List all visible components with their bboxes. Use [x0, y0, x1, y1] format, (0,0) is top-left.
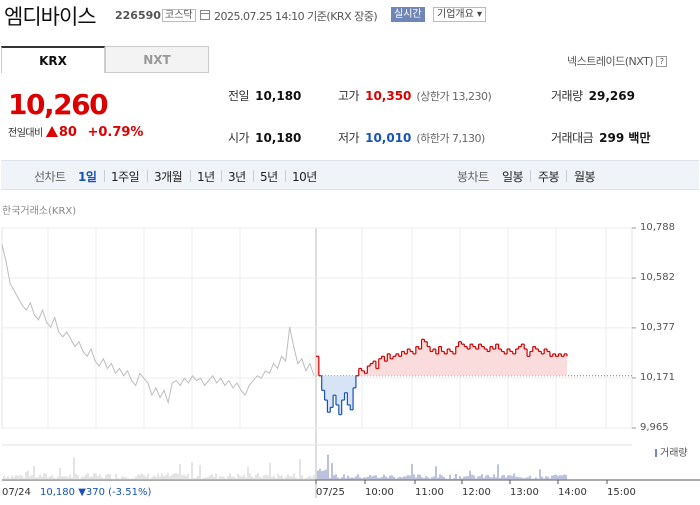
x-tick-label: 12:00: [462, 487, 491, 498]
as-of-time: 2025.07.25 14:10 기준(KRX 장중): [214, 10, 378, 23]
stat-amount: 거래대금 299 백만: [551, 129, 650, 146]
y-tick-label: 10,171: [640, 371, 675, 383]
help-icon[interactable]: ?: [656, 56, 668, 67]
period-1w-button[interactable]: 1주일: [111, 170, 140, 184]
stat-open: 시가 10,180: [228, 129, 301, 146]
volume-legend: 거래량: [655, 444, 688, 459]
stock-header: 엠디바이스 226590 코스닥 2025.07.25 14:10 기준(KRX…: [0, 0, 700, 32]
x-tick-label: 13:00: [510, 487, 539, 498]
calendar-icon: [200, 10, 210, 20]
stat-value: 10,010: [365, 131, 412, 145]
divider: [530, 170, 531, 182]
stat-label: 거래량: [551, 89, 583, 103]
change-value: 80: [58, 125, 77, 140]
up-triangle-icon: [45, 126, 58, 137]
stat-value: 299 백만: [599, 131, 651, 145]
period-1d-button[interactable]: 1일: [78, 170, 97, 184]
period-3y-button[interactable]: 3년: [228, 170, 246, 184]
company-info-dropdown[interactable]: 기업개요 ▾: [433, 7, 486, 22]
volume-bars: [3, 454, 567, 480]
divider: [253, 170, 254, 182]
candle-monthly-button[interactable]: 월봉: [574, 170, 596, 184]
y-tick-label: 10,377: [640, 321, 675, 333]
period-5y-button[interactable]: 5년: [260, 170, 278, 184]
divider: [285, 170, 286, 182]
realtime-button[interactable]: 실시간: [391, 7, 425, 22]
tab-nxt[interactable]: NXT: [105, 46, 209, 73]
stat-high: 고가 10,350 (상한가 13,230): [338, 87, 492, 104]
period-1y-button[interactable]: 1년: [197, 170, 215, 184]
candle-daily-button[interactable]: 일봉: [502, 170, 524, 184]
stat-value: 10,180: [255, 89, 302, 103]
period-10y-button[interactable]: 10년: [292, 170, 317, 184]
up-area: [316, 339, 567, 376]
stat-volume: 거래량 29,269: [551, 87, 635, 104]
prev-day-line: [1, 244, 315, 405]
prev-day-change-pct: (-3.51%): [108, 487, 152, 498]
market-badge: 코스닥: [162, 9, 196, 22]
stat-value: 29,269: [588, 89, 635, 103]
upper-limit: (상한가 13,230): [416, 90, 492, 103]
nextrade-link[interactable]: 넥스트레이드(NXT)?: [567, 53, 668, 69]
prev-day-date: 07/24: [2, 487, 31, 498]
prev-day-close: 10,180: [40, 487, 76, 498]
tab-krx[interactable]: KRX: [1, 46, 105, 73]
x-tick-label: 10:00: [365, 487, 394, 498]
x-tick-label: 15:00: [607, 487, 636, 498]
line-chart-label: 선차트: [34, 170, 66, 184]
divider: [566, 170, 567, 182]
stat-label: 고가: [338, 89, 360, 103]
y-tick-label: 10,582: [640, 272, 675, 284]
candle-chart-label: 봉차트: [457, 170, 489, 184]
x-tick-label: 11:00: [415, 487, 444, 498]
price-lines: [1, 244, 568, 416]
stat-value: 10,180: [255, 131, 302, 145]
y-tick-label: 10,788: [640, 222, 675, 233]
y-tick-label: 9,965: [640, 422, 669, 433]
stock-name: 엠디바이스: [4, 5, 97, 29]
nextrade-link-label: 넥스트레이드(NXT): [567, 55, 654, 68]
exchange-label: 한국거래소(KRX): [2, 206, 77, 217]
stat-label: 저가: [338, 131, 360, 145]
stat-label: 전일: [228, 89, 250, 103]
divider: [104, 170, 105, 182]
candle-weekly-button[interactable]: 주봉: [538, 170, 560, 184]
divider: [221, 170, 222, 182]
divider: [190, 170, 191, 182]
stat-prev-close: 전일 10,180: [228, 87, 301, 104]
change-label: 전일대비: [8, 128, 43, 139]
stat-label: 거래대금: [551, 131, 594, 145]
stat-value: 10,350: [365, 89, 412, 103]
stat-label: 시가: [228, 131, 250, 145]
prev-day-change: ▼370: [78, 487, 105, 498]
x-tick-label: 14:00: [558, 487, 587, 498]
stock-code: 226590: [115, 9, 161, 22]
period-bar: 선차트 1일 1주일 3개월 1년 3년 5년 10년 봉차트 일봉 주봉 월봉: [1, 160, 699, 190]
divider: [147, 170, 148, 182]
chart-grid: [1, 227, 700, 498]
lower-limit: (하한가 7,130): [416, 132, 485, 145]
stat-low: 저가 10,010 (하한가 7,130): [338, 129, 485, 146]
current-price: 10,260: [8, 88, 109, 121]
change-percent: +0.79%: [87, 125, 144, 140]
period-3m-button[interactable]: 3개월: [154, 170, 183, 184]
x-tick-label: 07/25: [316, 487, 345, 498]
exchange-tabs: KRX NXT: [1, 46, 210, 73]
prev-day-summary: 07/24 10,180 ▼370 (-3.51%): [2, 487, 151, 498]
price-change: 전일대비 80 +0.79%: [8, 124, 143, 140]
